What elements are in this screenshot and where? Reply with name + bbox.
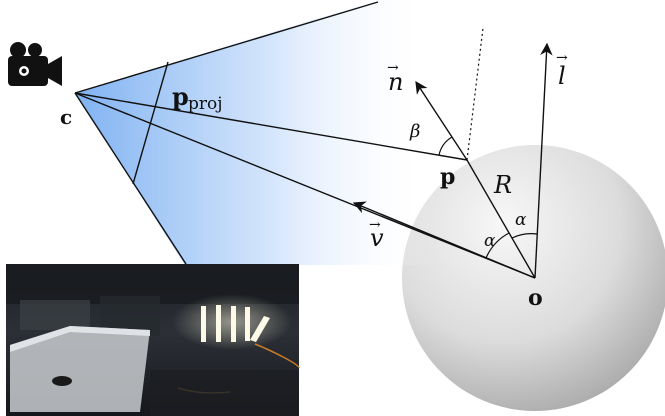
reflection-dotted-line xyxy=(466,27,484,161)
label-normal: n xyxy=(388,68,403,96)
label-beta: β xyxy=(409,121,420,142)
arrow-accent-normal: → xyxy=(387,60,399,76)
arrow-accent-light: → xyxy=(556,50,568,66)
view-vector xyxy=(352,201,536,279)
alpha-arc-2 xyxy=(511,233,538,239)
ray-camera-to-o xyxy=(74,92,536,279)
label-p-proj-subscript: proj xyxy=(188,94,223,114)
alpha-arc-1 xyxy=(485,232,510,259)
label-camera: c xyxy=(60,105,72,129)
arrow-accent-view: → xyxy=(369,217,381,233)
label-p-proj: p xyxy=(172,82,189,111)
light-vector xyxy=(534,42,553,279)
label-alpha-2: α xyxy=(515,210,527,230)
label-view: v xyxy=(370,224,384,252)
radius-line xyxy=(466,159,536,279)
frustum-edge-bottom xyxy=(74,92,187,265)
frustum-edge-top xyxy=(74,1,379,94)
beta-arc xyxy=(438,136,453,156)
label-radius: R xyxy=(493,171,512,199)
label-origin: o xyxy=(528,285,543,311)
label-alpha-1: α xyxy=(484,231,496,251)
ray-camera-to-p xyxy=(74,92,468,161)
label-point-p: p xyxy=(440,164,455,190)
label-light: l xyxy=(558,62,566,90)
environment-panorama-inset xyxy=(6,264,300,416)
video-camera-icon xyxy=(8,42,62,86)
normal-vector xyxy=(415,80,468,161)
